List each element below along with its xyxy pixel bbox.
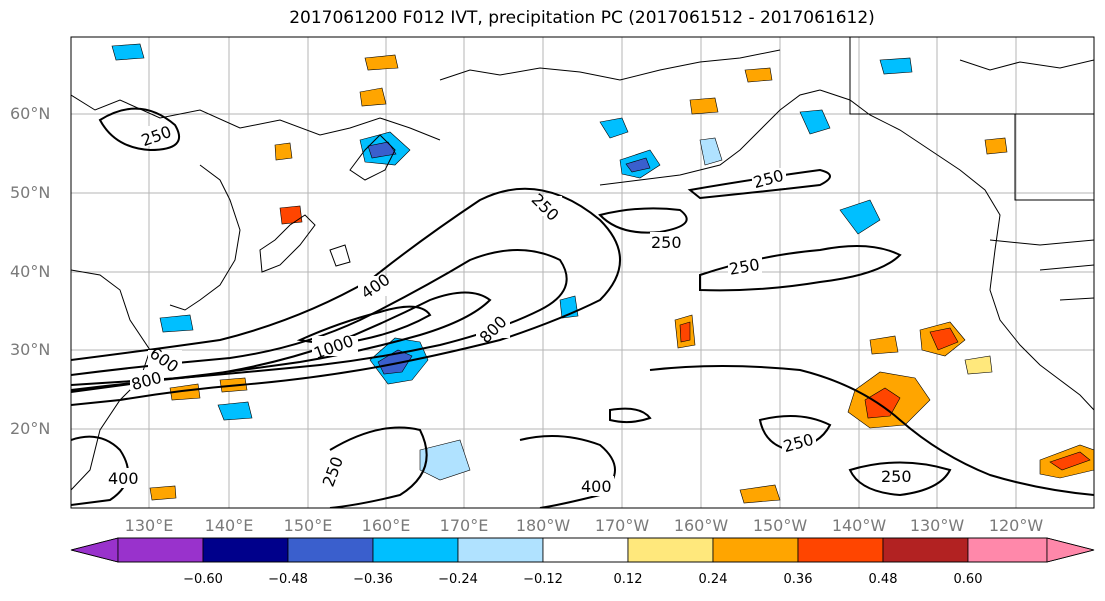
colorbar-outline [70, 537, 1095, 563]
precip-blob [419, 439, 471, 481]
colorbar-segment [287, 537, 374, 563]
lon-label: 160°W [673, 516, 729, 535]
contour-label: 400 [581, 477, 612, 496]
lon-label: 160°E [361, 516, 411, 535]
map-frame [70, 36, 1095, 509]
precip-blob [1049, 451, 1091, 471]
ivt-contour-250 [71, 435, 129, 506]
colorbar-tick-label: −0.60 [183, 572, 223, 587]
precip-blob [864, 387, 901, 419]
precip-blob [984, 137, 1008, 155]
lon-label: 130°W [909, 516, 965, 535]
precip-blob [169, 383, 201, 401]
colorbar-segment [70, 537, 119, 563]
lat-label: 20°N [10, 419, 51, 438]
colorbar-tick-label: −0.24 [438, 572, 478, 587]
precip-pc-field [111, 43, 1094, 504]
lon-label: 140°W [831, 516, 887, 535]
colorbar-tick-label: 0.24 [698, 572, 728, 587]
ivt-contour-250 [758, 415, 832, 452]
colorbar-tick-label: 0.60 [953, 572, 983, 587]
ivt-contour-250 [98, 107, 181, 152]
contour-label: 400 [108, 469, 139, 488]
contour-label: 250 [881, 467, 912, 486]
lon-label: 120°W [988, 516, 1044, 535]
precip-blob [274, 142, 293, 161]
precip-blob [679, 321, 691, 343]
colorbar-segment [1046, 537, 1095, 563]
lat-label: 50°N [10, 183, 51, 202]
lon-label: 140°E [204, 516, 254, 535]
lat-label: 30°N [10, 340, 51, 359]
ivt-contour-250 [71, 187, 621, 406]
contour-label: 250 [651, 233, 682, 252]
colorbar-segment [967, 537, 1048, 563]
ivt-contour-600 [71, 291, 492, 393]
ivt-contour-400 [71, 249, 568, 386]
precip-blob [839, 199, 881, 235]
ivt-contour-250 [609, 407, 652, 424]
colorbar-tick-label: −0.12 [523, 572, 563, 587]
precip-blob [599, 117, 629, 139]
colorbar-tick-label: 0.48 [868, 572, 898, 587]
precip-blob [159, 314, 194, 333]
precip-blob [879, 57, 913, 75]
colorbar-segment [882, 537, 969, 563]
contour-label-layer: 250 250 250 250 250 250 250 250 400 400 … [107, 122, 914, 496]
precip-blob [359, 87, 387, 107]
lon-label: 150°E [283, 516, 333, 535]
precip-blob [377, 349, 413, 375]
precip-blob [625, 157, 651, 173]
precip-blob [739, 484, 781, 504]
colorbar-segment [542, 537, 629, 563]
colorbar-segment [712, 537, 799, 563]
colorbar [70, 537, 1095, 563]
map-title: 2017061200 F012 IVT, precipitation PC (2… [289, 8, 875, 28]
precip-blob [744, 67, 773, 83]
colorbar-segment [372, 537, 459, 563]
ivt-contour-250 [699, 245, 902, 292]
colorbar-segment [457, 537, 544, 563]
colorbar-tick-label: −0.48 [268, 572, 308, 587]
precip-blob [699, 137, 723, 166]
ivt-contour-250 [649, 365, 1094, 496]
ivt-contour-250 [687, 168, 831, 200]
ivt-contour-250 [598, 207, 688, 234]
precip-blob [149, 485, 177, 501]
precip-blob [217, 401, 253, 421]
precip-blob [689, 97, 719, 115]
colorbar-segment [627, 537, 714, 563]
precip-blob [869, 335, 899, 355]
precip-blob [799, 109, 831, 135]
lat-label: 40°N [10, 262, 51, 281]
ivt-contour-250 [848, 461, 952, 497]
colorbar-segment [117, 537, 204, 563]
precip-blob [929, 327, 959, 351]
ivt-contour-250 [519, 435, 616, 508]
colorbar-segment [797, 537, 884, 563]
ivt-contour-250 [329, 426, 428, 508]
coastlines [71, 37, 1094, 491]
colorbar-tick-label: −0.36 [353, 572, 393, 587]
precip-blob [964, 355, 993, 375]
precip-blob [364, 54, 399, 71]
precip-blob [111, 43, 145, 61]
precip-blob [279, 205, 303, 225]
lat-label: 60°N [10, 104, 51, 123]
lon-label: 130°E [124, 516, 174, 535]
colorbar-tick-label: 0.12 [613, 572, 643, 587]
lon-label: 180°W [515, 516, 571, 535]
precip-blob [367, 141, 397, 159]
lon-label: 150°W [752, 516, 808, 535]
colorbar-tick-label: 0.36 [783, 572, 813, 587]
lon-label: 170°W [594, 516, 650, 535]
colorbar-segment [202, 537, 289, 563]
lon-label: 170°E [439, 516, 489, 535]
